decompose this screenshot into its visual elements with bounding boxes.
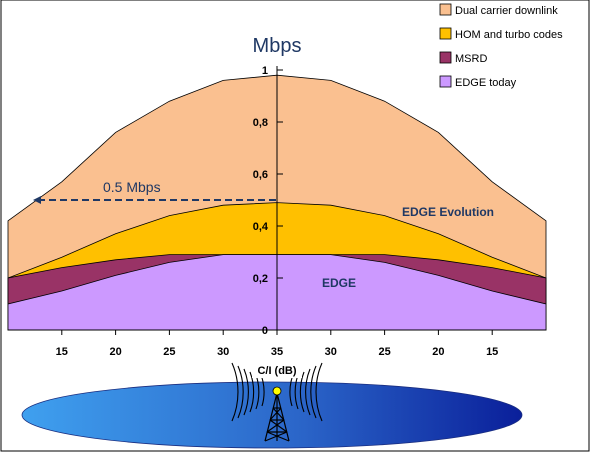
- x-tick-label: 25: [163, 346, 175, 358]
- x-tick-label: 15: [56, 346, 68, 358]
- radio-waves-icon: [231, 362, 323, 422]
- edge-evolution-label: EDGE Evolution: [402, 205, 494, 219]
- legend-swatch: [439, 51, 452, 64]
- y-tick-label: 0,6: [253, 169, 268, 181]
- unit-label: Mbps: [253, 35, 302, 57]
- legend-swatch: [439, 75, 452, 88]
- legend-swatch: [439, 3, 452, 16]
- antenna-tower-icon: [264, 392, 290, 442]
- x-tick-label: 30: [325, 346, 337, 358]
- x-axis-label: C/I (dB): [257, 365, 296, 377]
- x-tick-layer: 15 20 25 30 35 30 25 20 15: [56, 330, 498, 358]
- x-tick-label: 35: [271, 346, 283, 358]
- reference-label: 0.5 Mbps: [103, 179, 161, 195]
- legend-label: EDGE today: [455, 77, 517, 89]
- y-tick-label: 0,8: [253, 117, 268, 129]
- x-tick-label: 20: [432, 346, 444, 358]
- legend-label: MSRD: [455, 53, 487, 65]
- x-tick-label: 30: [217, 346, 229, 358]
- y-tick-layer: 0 0,2 0,4 0,6 0,8 1: [253, 65, 283, 337]
- legend: Dual carrier downlink HOM and turbo codes…: [439, 3, 563, 89]
- x-tick-label: 20: [109, 346, 121, 358]
- edge-label: EDGE: [322, 276, 356, 290]
- antenna-light-icon: [272, 386, 282, 396]
- y-tick-label: 1: [262, 65, 268, 77]
- reference-arrow-icon: [33, 196, 41, 204]
- y-tick-label: 0,4: [253, 221, 269, 233]
- legend-label: HOM and turbo codes: [455, 29, 563, 41]
- xlabel-backdrop: [252, 362, 302, 378]
- x-tick-label: 25: [378, 346, 390, 358]
- legend-swatch: [439, 27, 452, 40]
- y-tick-label: 0,2: [253, 273, 268, 285]
- legend-label: Dual carrier downlink: [455, 5, 558, 17]
- y-tick-label: 0: [262, 325, 268, 337]
- x-tick-label: 15: [486, 346, 498, 358]
